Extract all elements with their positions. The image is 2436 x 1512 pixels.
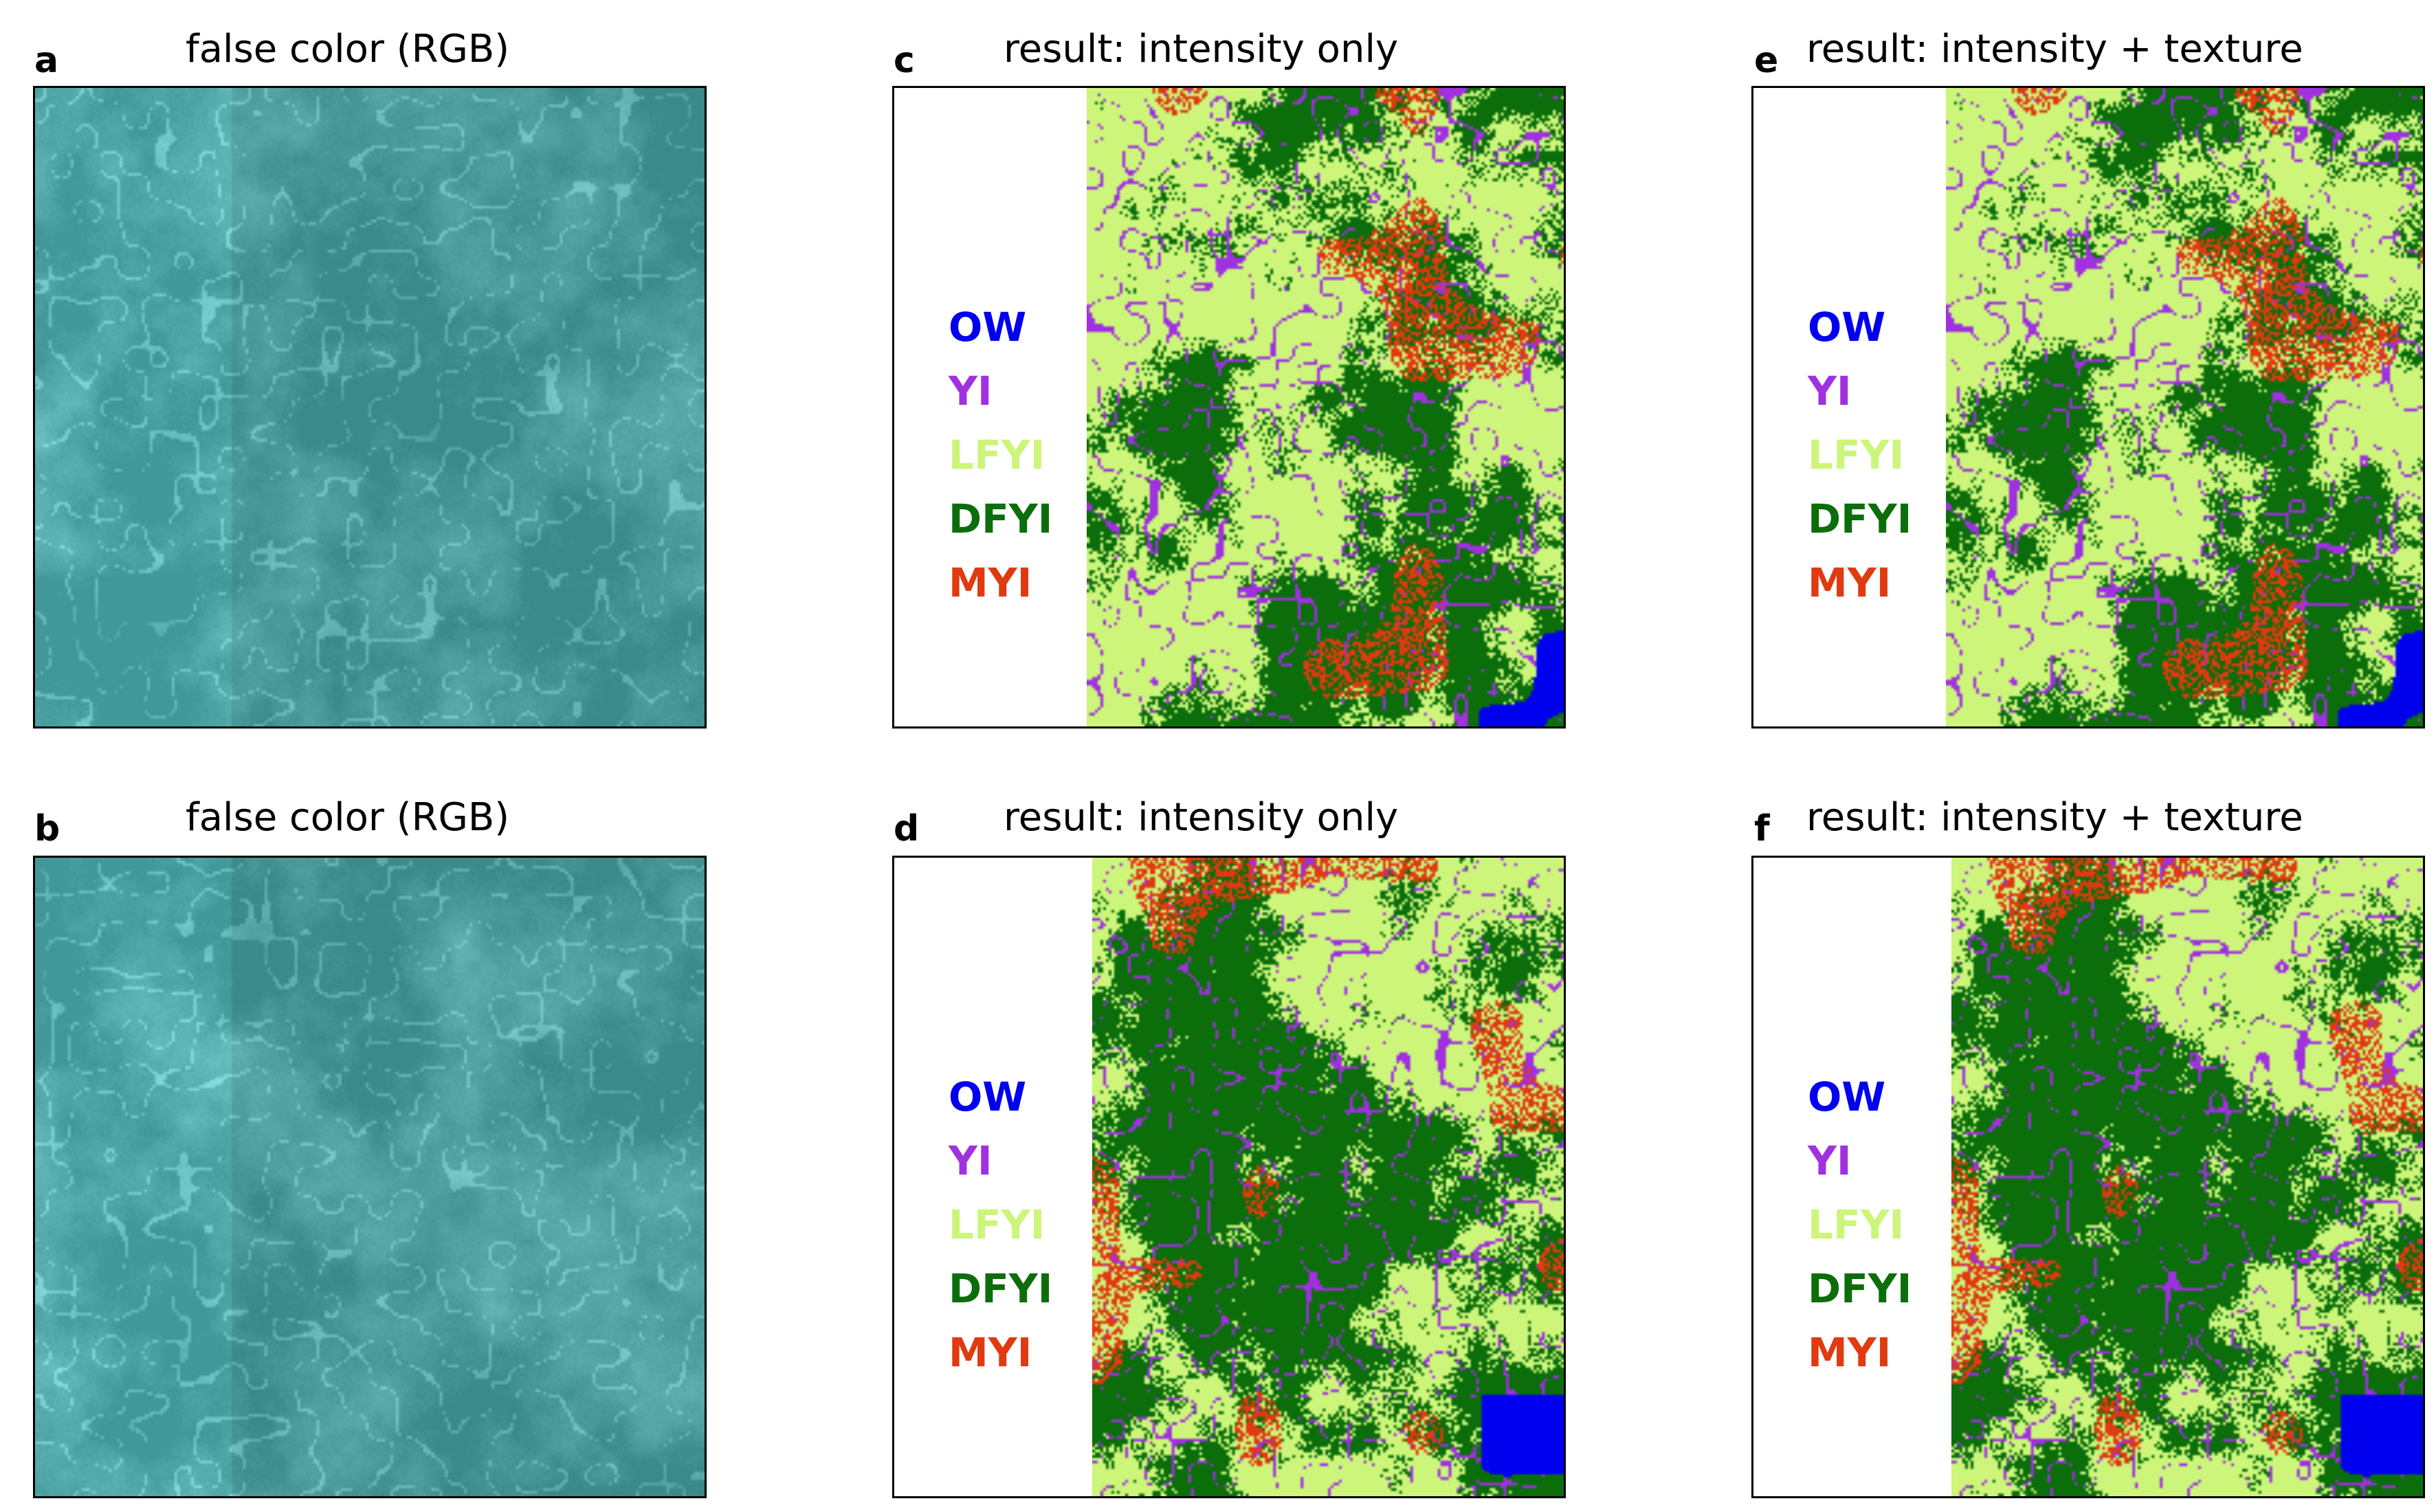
rgb-image xyxy=(33,86,707,729)
panel-title: result: intensity only xyxy=(1004,27,1399,71)
legend-ow: OW xyxy=(949,1074,1027,1120)
classification-map xyxy=(1751,856,2425,1498)
panel-letter: c xyxy=(894,40,915,81)
classification-map xyxy=(1751,86,2425,729)
panel-title: result: intensity + texture xyxy=(1806,27,2303,71)
legend-ow: OW xyxy=(1808,1074,1886,1120)
panel-letter: e xyxy=(1754,40,1779,81)
classification-map xyxy=(892,856,1566,1498)
classification-map-canvas xyxy=(1946,88,2423,726)
panel-letter: d xyxy=(894,808,920,849)
legend-lfyi: LFYI xyxy=(1808,432,1905,478)
legend-dfyi: DFYI xyxy=(1808,496,1912,542)
panel-title: result: intensity only xyxy=(1004,795,1399,840)
legend-ow: OW xyxy=(949,304,1027,351)
legend-ow: OW xyxy=(1808,304,1886,351)
panel-title: false color (RGB) xyxy=(186,795,510,840)
classification-map xyxy=(892,86,1566,729)
legend-myi: MYI xyxy=(1808,559,1892,606)
panel-title: false color (RGB) xyxy=(186,27,510,71)
legend-myi: MYI xyxy=(949,559,1032,606)
legend-yi: YI xyxy=(1808,368,1852,414)
panel-letter: b xyxy=(34,808,60,849)
legend-dfyi: DFYI xyxy=(949,496,1053,542)
legend-lfyi: LFYI xyxy=(949,432,1045,478)
classification-map-canvas xyxy=(1092,858,1564,1496)
legend-lfyi: LFYI xyxy=(949,1201,1045,1248)
class-legend: OW YI LFYI DFYI MYI xyxy=(1808,296,1912,615)
legend-dfyi: DFYI xyxy=(1808,1265,1912,1312)
class-legend: OW YI LFYI DFYI MYI xyxy=(949,296,1052,615)
class-legend: OW YI LFYI DFYI MYI xyxy=(949,1065,1052,1385)
classification-map-canvas xyxy=(1087,88,1564,726)
panel-letter: a xyxy=(34,40,59,81)
legend-yi: YI xyxy=(1808,1137,1852,1184)
legend-yi: YI xyxy=(949,1137,993,1184)
panel-title: result: intensity + texture xyxy=(1806,795,2303,840)
legend-lfyi: LFYI xyxy=(1808,1201,1905,1248)
rgb-image-canvas xyxy=(35,88,705,726)
rgb-image xyxy=(33,856,707,1498)
classification-map-canvas xyxy=(1951,858,2423,1496)
legend-myi: MYI xyxy=(949,1329,1032,1376)
rgb-image-canvas xyxy=(35,858,705,1496)
legend-myi: MYI xyxy=(1808,1329,1892,1376)
panel-letter: f xyxy=(1754,808,1770,849)
legend-dfyi: DFYI xyxy=(949,1265,1053,1312)
class-legend: OW YI LFYI DFYI MYI xyxy=(1808,1065,1912,1385)
legend-yi: YI xyxy=(949,368,993,414)
